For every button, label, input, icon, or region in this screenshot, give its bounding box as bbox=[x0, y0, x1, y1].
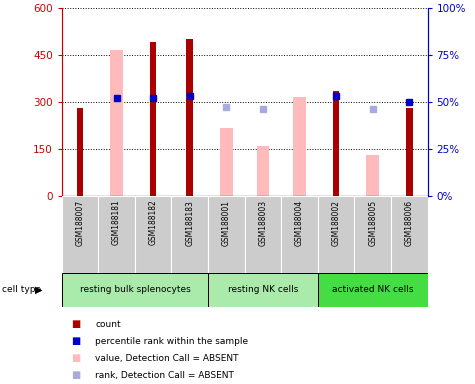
Text: count: count bbox=[95, 320, 121, 329]
Text: rank, Detection Call = ABSENT: rank, Detection Call = ABSENT bbox=[95, 371, 234, 380]
Text: ■: ■ bbox=[71, 353, 80, 363]
Bar bbox=[391, 196, 428, 273]
Text: GSM188007: GSM188007 bbox=[76, 200, 85, 246]
Text: GSM188182: GSM188182 bbox=[149, 200, 158, 245]
Bar bbox=[293, 97, 306, 196]
Text: resting NK cells: resting NK cells bbox=[228, 285, 298, 295]
Bar bbox=[110, 50, 123, 196]
Text: cell type: cell type bbox=[2, 285, 41, 295]
Bar bbox=[135, 196, 171, 273]
Text: GSM188001: GSM188001 bbox=[222, 200, 231, 246]
Text: GSM188006: GSM188006 bbox=[405, 200, 414, 246]
Text: percentile rank within the sample: percentile rank within the sample bbox=[95, 337, 248, 346]
Text: GSM188002: GSM188002 bbox=[332, 200, 341, 246]
Text: GSM188181: GSM188181 bbox=[112, 200, 121, 245]
Bar bbox=[98, 196, 135, 273]
Bar bbox=[256, 146, 269, 196]
Text: resting bulk splenocytes: resting bulk splenocytes bbox=[79, 285, 190, 295]
Text: ■: ■ bbox=[71, 319, 80, 329]
Bar bbox=[208, 196, 245, 273]
Text: ■: ■ bbox=[71, 371, 80, 381]
Bar bbox=[354, 196, 391, 273]
Bar bbox=[366, 155, 379, 196]
Bar bbox=[150, 42, 156, 196]
Text: GSM188003: GSM188003 bbox=[258, 200, 267, 246]
Bar bbox=[171, 196, 208, 273]
Bar bbox=[318, 196, 354, 273]
Bar bbox=[281, 196, 318, 273]
Bar bbox=[187, 39, 193, 196]
Text: activated NK cells: activated NK cells bbox=[332, 285, 413, 295]
Text: value, Detection Call = ABSENT: value, Detection Call = ABSENT bbox=[95, 354, 238, 363]
Bar bbox=[62, 273, 208, 307]
Bar bbox=[245, 196, 281, 273]
Bar bbox=[333, 91, 339, 196]
Bar bbox=[406, 108, 412, 196]
Text: GSM188004: GSM188004 bbox=[295, 200, 304, 246]
Bar bbox=[62, 196, 98, 273]
Bar bbox=[208, 273, 318, 307]
Text: GSM188183: GSM188183 bbox=[185, 200, 194, 245]
Text: GSM188005: GSM188005 bbox=[368, 200, 377, 246]
Bar bbox=[77, 108, 83, 196]
Bar bbox=[318, 273, 428, 307]
Text: ■: ■ bbox=[71, 336, 80, 346]
Bar bbox=[220, 128, 233, 196]
Text: ▶: ▶ bbox=[35, 285, 43, 295]
